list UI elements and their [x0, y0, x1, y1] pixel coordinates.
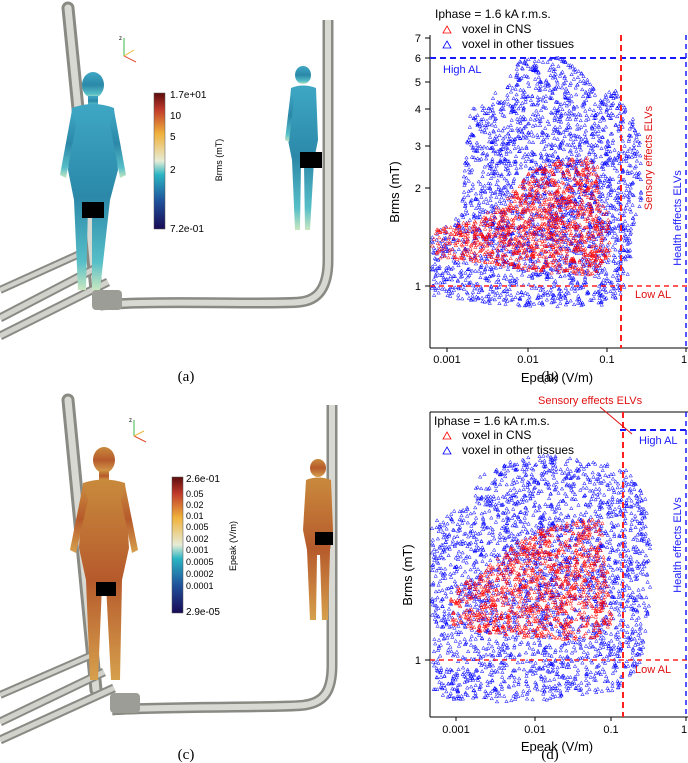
chart-b-ytick: 2	[415, 183, 421, 195]
scatter-points-cns	[430, 155, 612, 277]
cb-c-title: Epeak (V/m)	[228, 521, 238, 571]
panel-a-colorbar-labels: 1.7e+01 10 5 2 7.2e-01 Brms (mT)	[170, 90, 224, 235]
chart-b-xtick: 0.001	[433, 354, 461, 366]
chart-d-ytick: 1	[415, 655, 421, 667]
panel-label-b: (b)	[541, 369, 559, 385]
chart-b-legend-cns: voxel in CNS	[462, 22, 531, 36]
chart-d-sensory: Sensory effects ELVs	[538, 395, 643, 407]
chart-b-xtick: 0.1	[599, 354, 614, 366]
chart-b-legend-title: Iphase = 1.6 kA r.m.s.	[435, 7, 551, 21]
chart-d-xtick: 0.01	[524, 724, 545, 736]
chart-b-ytick: 4	[415, 104, 421, 116]
legend-cns-marker	[442, 25, 452, 34]
panel-label-c: (c)	[178, 747, 195, 763]
chart-b-xlabel: Epeak (V/m)	[521, 370, 593, 385]
legend-other-marker	[442, 446, 452, 455]
cb-a-tick: 5	[170, 132, 176, 143]
cb-c-tick: 0.001	[186, 545, 209, 555]
svg-text:z: z	[129, 418, 132, 424]
panel-c-colorbar-labels: 2.6e-01 0.05 0.02 0.01 0.005 0.002 0.001…	[186, 474, 238, 618]
legend-cns-marker	[442, 431, 452, 440]
chart-d-legend-other: voxel in other tissues	[462, 443, 574, 457]
panel-c-render: z	[0, 393, 338, 745]
chart-b: 1 2 3 4 5 6 7 0.001 0.01 0.1 1 Epeak (V/…	[387, 7, 688, 385]
chart-d-xtick: 0.1	[603, 724, 618, 736]
panel-label-a: (a)	[178, 369, 195, 385]
chart-b-health: Health effects ELVs	[672, 170, 684, 266]
chart-b-point-cloud	[429, 55, 644, 309]
cb-c-bottom: 2.9e-05	[186, 607, 220, 618]
cb-c-tick: 0.0005	[186, 557, 214, 567]
panel-label-d: (d)	[541, 747, 559, 763]
cb-a-bottom: 7.2e-01	[170, 224, 204, 235]
chart-b-sensory: Sensory effects ELVs	[643, 105, 655, 210]
cb-c-tick: 0.002	[186, 534, 209, 544]
scatter-points-other-tissues	[429, 453, 653, 704]
svg-text:z: z	[119, 36, 122, 42]
scatter-points-cns	[448, 517, 614, 641]
cb-a-title: Brms (mT)	[214, 139, 224, 182]
chart-d-xlabel: Epeak (V/m)	[521, 739, 593, 754]
chart-d-high-al: High AL	[639, 435, 678, 447]
chart-d-point-cloud	[429, 453, 653, 704]
scatter-points-other-tissues	[429, 55, 644, 309]
chart-b-ytick: 3	[415, 141, 421, 153]
chart-b-ytick: 1	[415, 281, 421, 293]
cb-c-tick: 0.02	[186, 500, 204, 510]
cb-c-tick: 0.0002	[186, 569, 214, 579]
chart-b-ytick: 6	[415, 53, 421, 65]
cb-a-tick: 10	[170, 111, 182, 122]
chart-b-legend-other: voxel in other tissues	[462, 37, 574, 51]
chart-b-xtick: 0.01	[517, 354, 538, 366]
chart-b-low-al: Low AL	[635, 289, 671, 301]
panel-a-render: z	[0, 1, 334, 341]
chart-d-ylabel: Brms (mT)	[400, 544, 415, 605]
chart-b-ytick: 5	[415, 77, 421, 89]
cb-c-tick: 0.0001	[186, 581, 214, 591]
chart-b-ylabel: Brms (mT)	[387, 161, 402, 222]
cb-c-top: 2.6e-01	[186, 474, 220, 485]
chart-d-sensory-pointer	[599, 406, 633, 435]
chart-b-xtick: 1	[681, 354, 687, 366]
chart-d-xtick: 1	[681, 724, 687, 736]
chart-d-xtick: 0.001	[442, 724, 470, 736]
chart-b-ytick: 7	[415, 33, 421, 45]
chart-d-legend-title: Iphase = 1.6 kA r.m.s.	[434, 414, 550, 428]
cb-a-tick: 2	[170, 165, 176, 176]
chart-d-health: Health effects ELVs	[672, 497, 684, 593]
chart-d-legend-cns: voxel in CNS	[462, 428, 531, 442]
chart-d-low-al: Low AL	[635, 664, 671, 676]
legend-other-marker	[442, 40, 452, 49]
cb-c-tick: 0.05	[186, 489, 204, 499]
cb-c-tick: 0.005	[186, 522, 209, 532]
cb-c-tick: 0.01	[186, 511, 204, 521]
chart-d: 1 0.001 0.01 0.1 1 Epeak (V/m) Brms (mT)…	[400, 395, 688, 754]
cb-a-top: 1.7e+01	[170, 90, 207, 101]
chart-b-high-al: High AL	[443, 64, 482, 76]
